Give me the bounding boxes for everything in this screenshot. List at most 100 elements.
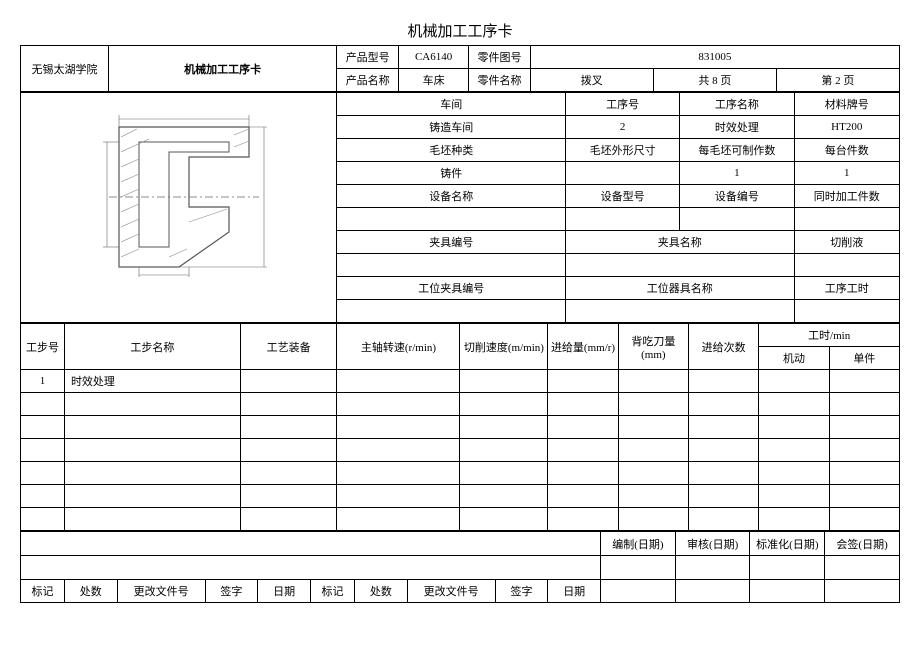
material: HT200 xyxy=(794,116,900,139)
per-blank-label: 每毛坯可制作数 xyxy=(680,139,794,162)
station-fixture-label: 工位夹具编号 xyxy=(337,277,566,300)
sign-label-2: 签字 xyxy=(495,580,548,603)
check-val xyxy=(675,556,750,580)
col-step-name: 工步名称 xyxy=(64,324,240,370)
page-total: 共 8 页 xyxy=(653,69,776,92)
steps-table: 工步号 工步名称 工艺装备 主轴转速(r/min) 切削速度(m/min) 进给… xyxy=(20,323,900,531)
part-drawing: 831005 xyxy=(530,46,899,69)
coolant-label: 切削液 xyxy=(794,231,900,254)
info-table: 车间 工序号 工序名称 材料牌号 铸造车间 2 时效处理 HT200 毛坯种类 … xyxy=(20,92,900,323)
blank-type-label: 毛坯种类 xyxy=(337,139,566,162)
equip-no xyxy=(680,208,794,231)
process-time xyxy=(794,300,900,323)
table-row xyxy=(21,462,900,485)
col-time-machine: 机动 xyxy=(759,347,829,370)
footer-blank-3 xyxy=(750,580,825,603)
part-name: 拨叉 xyxy=(530,69,653,92)
part-name-label: 零件名称 xyxy=(469,69,531,92)
col-tooling: 工艺装备 xyxy=(240,324,337,370)
approve-val xyxy=(825,556,900,580)
diagram-cell xyxy=(21,93,337,323)
equip-name-label: 设备名称 xyxy=(337,185,566,208)
simul-label: 同时加工件数 xyxy=(794,185,900,208)
foundry: 铸造车间 xyxy=(337,116,566,139)
table-row xyxy=(21,439,900,462)
fixture-name-label: 夹具名称 xyxy=(565,231,794,254)
standard-val xyxy=(750,556,825,580)
equip-name xyxy=(337,208,566,231)
station-fixture xyxy=(337,300,566,323)
col-cut-speed: 切削速度(m/min) xyxy=(460,324,548,370)
date-label: 日期 xyxy=(258,580,311,603)
col-time: 工时/min xyxy=(759,324,900,347)
step-name: 时效处理 xyxy=(64,370,240,393)
sign-label: 签字 xyxy=(205,580,258,603)
col-spindle: 主轴转速(r/min) xyxy=(337,324,460,370)
footer-spacer xyxy=(21,532,601,556)
footer-spacer2 xyxy=(21,556,601,580)
process-time-label: 工序工时 xyxy=(794,277,900,300)
fixture-no xyxy=(337,254,566,277)
change-doc-label: 更改文件号 xyxy=(117,580,205,603)
simul xyxy=(794,208,900,231)
mark-label: 标记 xyxy=(21,580,65,603)
workshop-label: 车间 xyxy=(337,93,566,116)
table-row xyxy=(21,393,900,416)
equip-no-label: 设备编号 xyxy=(680,185,794,208)
table-row xyxy=(21,508,900,531)
station-tool-label: 工位器具名称 xyxy=(565,277,794,300)
col-depth: 背吃刀量(mm) xyxy=(618,324,688,370)
school-cell: 无锡太湖学院 xyxy=(21,46,109,92)
per-blank: 1 xyxy=(680,162,794,185)
station-tool xyxy=(565,300,794,323)
col-step-no: 工步号 xyxy=(21,324,65,370)
per-machine-label: 每台件数 xyxy=(794,139,900,162)
mark-label-2: 标记 xyxy=(311,580,355,603)
footer-blank-1 xyxy=(601,580,676,603)
col-time-single: 单件 xyxy=(829,347,899,370)
table-row: 1 时效处理 xyxy=(21,370,900,393)
check-label: 审核(日期) xyxy=(675,532,750,556)
product-model: CA6140 xyxy=(398,46,468,69)
fixture-name xyxy=(565,254,794,277)
compile-val xyxy=(601,556,676,580)
blank-size-label: 毛坯外形尺寸 xyxy=(565,139,679,162)
table-row xyxy=(21,485,900,508)
header-table: 无锡太湖学院 机械加工工序卡 产品型号 CA6140 零件图号 831005 产… xyxy=(20,45,900,92)
footer-blank-4 xyxy=(825,580,900,603)
page-title: 机械加工工序卡 xyxy=(20,20,900,41)
footer-blank-2 xyxy=(675,580,750,603)
places-label: 处数 xyxy=(64,580,117,603)
step-no: 1 xyxy=(21,370,65,393)
process-no: 2 xyxy=(565,116,679,139)
places-label-2: 处数 xyxy=(354,580,407,603)
page-num: 第 2 页 xyxy=(776,69,899,92)
coolant xyxy=(794,254,900,277)
product-model-label: 产品型号 xyxy=(337,46,399,69)
material-label: 材料牌号 xyxy=(794,93,900,116)
date-label-2: 日期 xyxy=(548,580,601,603)
equip-model-label: 设备型号 xyxy=(565,185,679,208)
compile-label: 编制(日期) xyxy=(601,532,676,556)
col-feed: 进给量(mm/r) xyxy=(548,324,618,370)
process-name-label: 工序名称 xyxy=(680,93,794,116)
process-card-sheet: 机械加工工序卡 无锡太湖学院 机械加工工序卡 产品型号 CA6140 零件图号 … xyxy=(20,20,900,603)
table-row xyxy=(21,416,900,439)
part-drawing-label: 零件图号 xyxy=(469,46,531,69)
per-machine: 1 xyxy=(794,162,900,185)
product-name-label: 产品名称 xyxy=(337,69,399,92)
blank-size xyxy=(565,162,679,185)
process-name: 时效处理 xyxy=(680,116,794,139)
approve-label: 会签(日期) xyxy=(825,532,900,556)
equip-model xyxy=(565,208,679,231)
card-name-cell: 机械加工工序卡 xyxy=(108,46,337,92)
change-doc-label-2: 更改文件号 xyxy=(407,580,495,603)
col-passes: 进给次数 xyxy=(689,324,759,370)
part-diagram xyxy=(49,97,309,277)
fixture-no-label: 夹具编号 xyxy=(337,231,566,254)
product-name: 车床 xyxy=(398,69,468,92)
footer-table: 编制(日期) 审核(日期) 标准化(日期) 会签(日期) 标记 处数 更改文件号… xyxy=(20,531,900,603)
casting: 铸件 xyxy=(337,162,566,185)
standard-label: 标准化(日期) xyxy=(750,532,825,556)
process-no-label: 工序号 xyxy=(565,93,679,116)
